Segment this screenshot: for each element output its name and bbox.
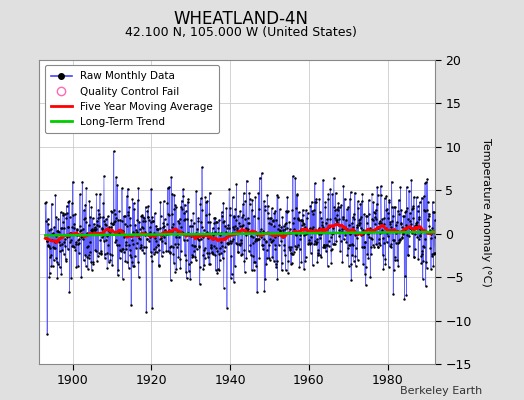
Text: Berkeley Earth: Berkeley Earth	[400, 386, 482, 396]
Y-axis label: Temperature Anomaly (°C): Temperature Anomaly (°C)	[481, 138, 491, 286]
Legend: Raw Monthly Data, Quality Control Fail, Five Year Moving Average, Long-Term Tren: Raw Monthly Data, Quality Control Fail, …	[45, 65, 219, 133]
Text: 42.100 N, 105.000 W (United States): 42.100 N, 105.000 W (United States)	[125, 26, 357, 39]
Text: WHEATLAND-4N: WHEATLAND-4N	[173, 10, 309, 28]
